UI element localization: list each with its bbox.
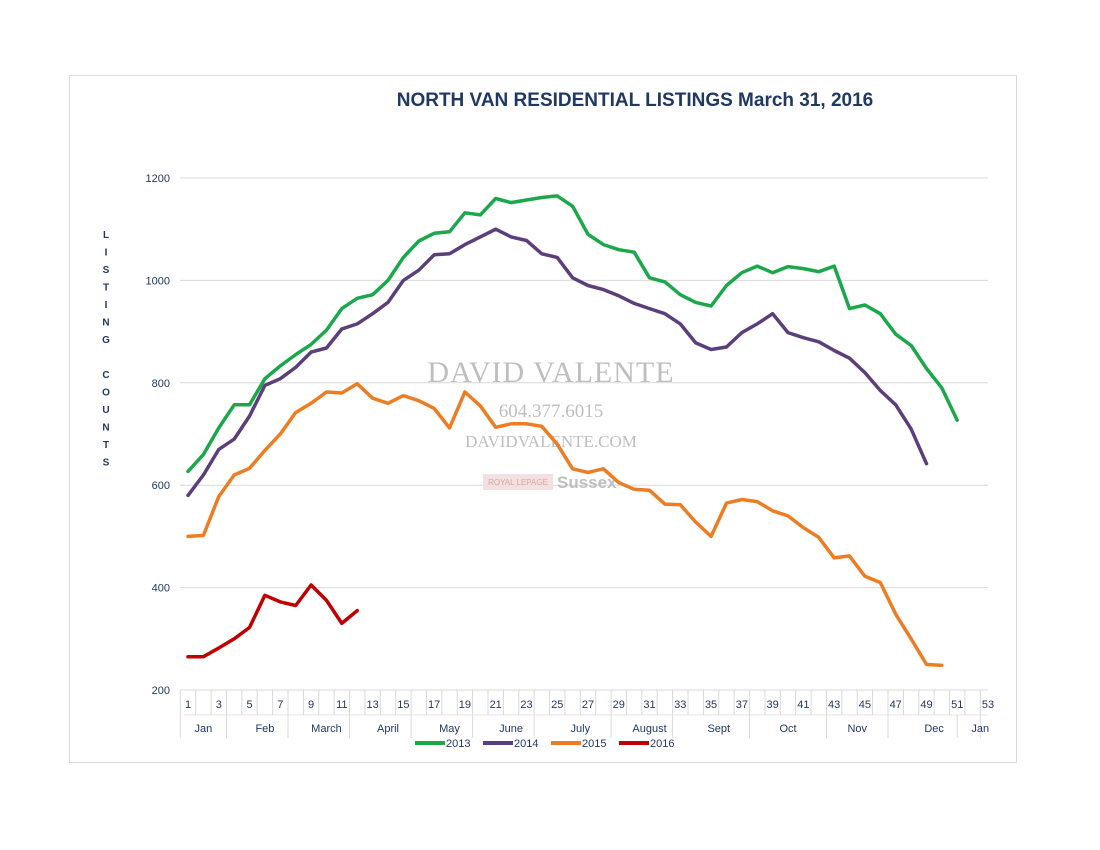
x-axis: 1 3 5 7 9 11 13 15 17 19 21 23 25 27 29 31 33 35 37 39 41 43 4… <box>179 689 994 738</box>
x-tick-label: 47 <box>890 699 902 711</box>
x-tick-label: 39 <box>766 699 778 711</box>
x-tick-label: 43 <box>828 699 840 711</box>
y-tick-label: 200 <box>152 685 170 697</box>
x-tick-label: 37 <box>736 699 748 711</box>
y-axis-label-letter: O <box>102 388 110 399</box>
x-tick-label: 31 <box>643 699 655 711</box>
month-label: Jan <box>195 723 213 735</box>
month-label: August <box>632 723 666 735</box>
y-axis-label-letter: I <box>105 300 108 311</box>
y-tick-label: 600 <box>152 480 170 492</box>
watermark-website: DAVIDVALENTE.COM <box>465 432 637 451</box>
legend-label-2014: 2014 <box>514 738 538 750</box>
month-label: June <box>499 723 523 735</box>
x-tick-label: 33 <box>674 699 686 711</box>
y-axis-label-letter: G <box>102 335 110 346</box>
x-tick-label: 51 <box>951 699 963 711</box>
x-tick-label: 1 <box>185 699 191 711</box>
x-tick-label: 11 <box>336 699 347 711</box>
y-axis-label-letter: T <box>103 283 109 294</box>
legend-label-2013: 2013 <box>446 738 470 750</box>
watermark-brand: ROYAL LEPAGE <box>488 478 548 487</box>
month-label: March <box>311 723 342 735</box>
x-tick-label: 13 <box>366 699 378 711</box>
series-line-2013 <box>186 194 959 474</box>
watermark-phone: 604.377.6015 <box>499 401 604 422</box>
y-axis-label-letter: T <box>103 440 109 451</box>
x-tick-label: 41 <box>797 699 809 711</box>
series-line-2014 <box>186 227 929 498</box>
chart-title: NORTH VAN RESIDENTIAL LISTINGS March 31,… <box>396 90 874 111</box>
legend-label-2016: 2016 <box>650 738 674 750</box>
month-label: Feb <box>255 723 274 735</box>
y-axis-label-letter: L <box>103 230 109 241</box>
y-axis-label-letter: C <box>102 370 109 381</box>
x-tick-label: 5 <box>246 699 252 711</box>
chart-frame <box>69 75 1017 763</box>
month-label: Oct <box>779 723 796 735</box>
x-tick-label: 19 <box>459 699 471 711</box>
month-label: Nov <box>847 723 867 735</box>
series-line-2016 <box>186 583 359 659</box>
month-label: Dec <box>924 723 944 735</box>
y-tick-label: 1200 <box>146 173 170 185</box>
series-lines <box>186 194 959 668</box>
x-tick-label: 17 <box>428 699 440 711</box>
x-tick-label: 23 <box>520 699 532 711</box>
x-tick-label: 21 <box>490 699 502 711</box>
y-axis-ticks: 200 400 600 800 1000 1200 <box>146 173 170 697</box>
y-axis-label-letter: S <box>103 265 110 276</box>
month-label: May <box>439 723 460 735</box>
legend: 2013 2014 2015 2016 <box>415 738 674 750</box>
y-axis-label-letter: S <box>103 458 110 469</box>
series-line-2015 <box>186 382 944 668</box>
watermark: DAVID VALENTE 604.377.6015 DAVIDVALENTE.… <box>427 356 674 492</box>
x-tick-label: 29 <box>613 699 625 711</box>
y-axis-label-letter: N <box>102 318 109 329</box>
x-tick-label: 7 <box>277 699 283 711</box>
x-tick-label: 35 <box>705 699 717 711</box>
x-tick-label: 27 <box>582 699 594 711</box>
x-tick-label: 53 <box>982 699 994 711</box>
month-label: April <box>377 723 399 735</box>
legend-label-2015: 2015 <box>582 738 606 750</box>
watermark-name: DAVID VALENTE <box>427 356 674 389</box>
month-label: Jan <box>971 723 989 735</box>
y-axis-label-letter: I <box>105 248 108 259</box>
x-tick-label: 15 <box>397 699 409 711</box>
y-axis-label-letter: U <box>102 405 109 416</box>
month-label: July <box>571 723 591 735</box>
month-label: Sept <box>707 723 730 735</box>
y-axis-label-letter: N <box>102 423 109 434</box>
y-tick-label: 800 <box>152 378 170 390</box>
x-tick-label: 9 <box>308 699 314 711</box>
y-tick-label: 400 <box>152 583 170 595</box>
y-tick-label: 1000 <box>146 275 170 287</box>
x-tick-label: 25 <box>551 699 563 711</box>
x-tick-label: 3 <box>216 699 222 711</box>
x-tick-label: 45 <box>859 699 871 711</box>
x-tick-label: 49 <box>920 699 932 711</box>
watermark-brand-box <box>483 474 553 490</box>
watermark-office: Sussex <box>557 473 617 492</box>
